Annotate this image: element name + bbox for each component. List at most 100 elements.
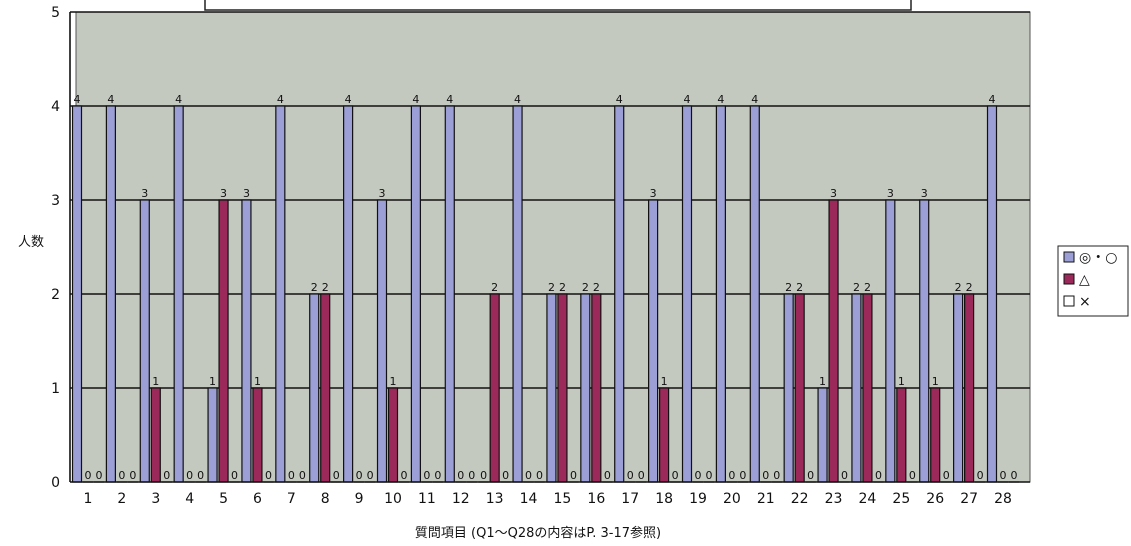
data-label: 3 xyxy=(650,187,657,200)
data-label: 0 xyxy=(231,469,238,482)
data-label: 0 xyxy=(627,469,634,482)
data-label: 0 xyxy=(129,469,136,482)
data-label: 4 xyxy=(175,93,182,106)
legend-swatch xyxy=(1063,295,1075,307)
bar xyxy=(681,105,693,483)
data-label: 2 xyxy=(548,281,555,294)
bar xyxy=(580,293,591,483)
data-label: 0 xyxy=(536,469,543,482)
data-label: 0 xyxy=(604,469,611,482)
y-tick-label: 0 xyxy=(51,475,60,491)
legend-label: ◎・○ xyxy=(1079,250,1117,266)
x-tick-label: 14 xyxy=(520,491,538,507)
bar xyxy=(591,293,602,483)
legend-swatch xyxy=(1063,273,1075,285)
data-label: 0 xyxy=(367,469,374,482)
data-label: 0 xyxy=(96,469,103,482)
bar xyxy=(885,199,896,483)
bar xyxy=(241,199,252,483)
bar xyxy=(783,293,794,483)
x-tick-label: 28 xyxy=(994,491,1012,507)
bar xyxy=(715,105,726,483)
bar xyxy=(252,387,263,483)
bar xyxy=(986,105,998,483)
y-tick-label: 2 xyxy=(51,287,60,303)
data-label: 2 xyxy=(559,281,566,294)
x-tick-label: 27 xyxy=(960,491,978,507)
x-tick-label: 17 xyxy=(621,491,639,507)
x-tick-label: 16 xyxy=(587,491,605,507)
bar xyxy=(71,105,83,483)
data-label: 2 xyxy=(582,281,589,294)
x-tick-label: 11 xyxy=(418,491,436,507)
data-label: 0 xyxy=(706,469,713,482)
bar xyxy=(489,293,500,483)
data-label: 4 xyxy=(412,93,419,106)
x-tick-label: 22 xyxy=(791,491,809,507)
data-label: 0 xyxy=(265,469,272,482)
data-label: 4 xyxy=(514,93,521,106)
data-label: 0 xyxy=(762,469,769,482)
data-label: 0 xyxy=(163,469,170,482)
data-label: 0 xyxy=(288,469,295,482)
x-tick-label: 10 xyxy=(384,491,402,507)
data-label: 1 xyxy=(819,375,826,388)
x-tick-label: 2 xyxy=(117,491,126,507)
y-tick-label: 1 xyxy=(51,381,60,397)
bar xyxy=(218,199,229,483)
data-label: 2 xyxy=(864,281,871,294)
data-label: 0 xyxy=(480,469,487,482)
data-label: 0 xyxy=(875,469,882,482)
data-label: 1 xyxy=(254,375,261,388)
data-label: 1 xyxy=(932,375,939,388)
data-label: 0 xyxy=(977,469,984,482)
data-label: 3 xyxy=(921,187,928,200)
x-tick-label: 18 xyxy=(655,491,673,507)
y-tick-label: 5 xyxy=(51,5,60,21)
data-label: 0 xyxy=(739,469,746,482)
data-label: 0 xyxy=(502,469,509,482)
bar xyxy=(105,105,116,483)
bar xyxy=(749,105,760,483)
legend: ◎・○ △ × xyxy=(1057,245,1129,317)
x-tick-label: 8 xyxy=(321,491,330,507)
data-label: 0 xyxy=(1000,469,1007,482)
data-label: 0 xyxy=(695,469,702,482)
bar xyxy=(964,293,975,483)
bar xyxy=(376,199,388,483)
data-label: 3 xyxy=(220,187,227,200)
bar xyxy=(557,293,568,483)
bar xyxy=(828,199,839,483)
data-label: 2 xyxy=(955,281,962,294)
bar xyxy=(794,293,805,483)
x-tick-label: 25 xyxy=(892,491,910,507)
bars xyxy=(71,105,1020,483)
bar xyxy=(150,387,161,483)
data-label: 0 xyxy=(909,469,916,482)
bar xyxy=(546,293,557,483)
data-label: 0 xyxy=(570,469,577,482)
x-tick-label: 7 xyxy=(287,491,296,507)
data-label: 0 xyxy=(728,469,735,482)
data-label: 1 xyxy=(209,375,216,388)
x-axis-title: 質問項目 (Q1～Q28の内容はP. 3-17参照) xyxy=(415,525,661,541)
bar xyxy=(659,387,670,483)
x-tick-label: 13 xyxy=(486,491,504,507)
bar xyxy=(309,293,320,483)
data-label: 0 xyxy=(299,469,306,482)
x-tick-label: 15 xyxy=(554,491,572,507)
x-tick-label: 1 xyxy=(84,491,93,507)
data-label: 4 xyxy=(277,93,284,106)
data-label: 2 xyxy=(853,281,860,294)
data-label: 4 xyxy=(989,93,996,106)
data-label: 0 xyxy=(638,469,645,482)
x-tick-label: 19 xyxy=(689,491,707,507)
data-label: 3 xyxy=(887,187,894,200)
data-label: 2 xyxy=(593,281,600,294)
data-label: 0 xyxy=(457,469,464,482)
data-label: 3 xyxy=(141,187,148,200)
data-label: 1 xyxy=(898,375,905,388)
